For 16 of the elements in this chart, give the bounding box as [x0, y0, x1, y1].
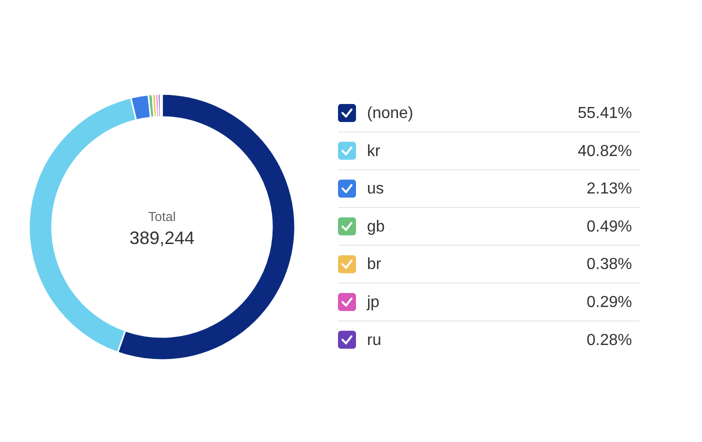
legend-label: (none) [367, 105, 414, 122]
legend-label: us [367, 180, 384, 198]
data-label: 55.41% [578, 105, 632, 122]
text: 389,244 [129, 228, 195, 248]
legend-label: ru [367, 332, 382, 349]
data-label: 40.82% [578, 142, 632, 160]
data-label: 0.29% [586, 294, 632, 311]
legend-label: gb [367, 218, 385, 236]
legend-label: kr [367, 142, 381, 160]
data-label: 2.13% [586, 180, 632, 198]
text: Total [148, 209, 176, 224]
data-label: 0.28% [586, 332, 632, 349]
legend-label: jp [366, 294, 380, 311]
data-label: 0.49% [586, 218, 632, 236]
data-label: 0.38% [586, 256, 632, 274]
legend-label: br [367, 256, 382, 274]
